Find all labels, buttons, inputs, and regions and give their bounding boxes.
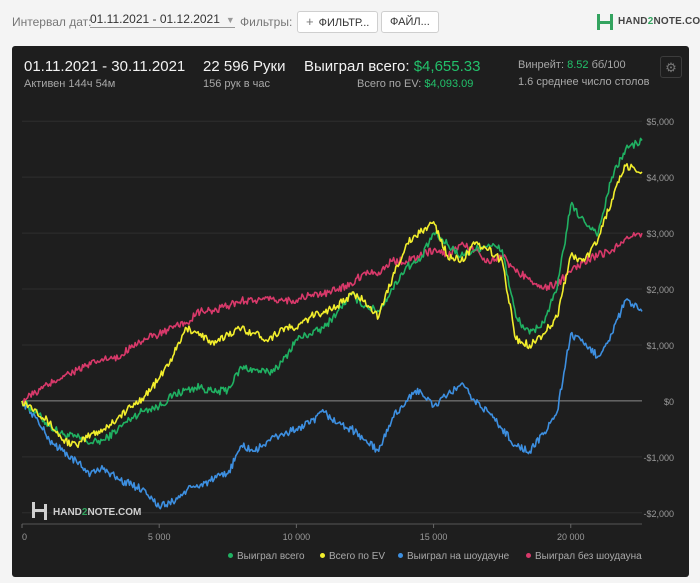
chevron-down-icon: ▼: [225, 15, 235, 25]
profit-chart: $5,000 $4,000 $3,000 $2,000 $1,000 $0 -$1,000 -…: [21, 117, 674, 542]
active-time: Активен 144ч 54м: [24, 78, 116, 90]
winrate-value: 8.52: [567, 59, 589, 71]
gear-icon[interactable]: ⚙: [660, 56, 682, 78]
x-tick-label: 15 000: [420, 532, 448, 542]
file-button-label: ФАЙЛ...: [390, 16, 430, 28]
y-tick-label: $2,000: [646, 285, 674, 295]
x-tick-label: 20 000: [557, 532, 585, 542]
x-tick-label: 5 000: [148, 532, 171, 542]
y-tick-label: $1,000: [646, 341, 674, 351]
y-tick-label: $0: [664, 397, 674, 407]
winrate-label: Винрейт:: [518, 59, 565, 71]
legend-label: Выиграл без шоудауна: [535, 551, 642, 562]
winrate: Винрейт: 8.52 бб/100: [518, 59, 626, 71]
ev-total: Всего по EV: $4,093.09: [357, 78, 473, 90]
hands-per-hour: 156 рук в час: [203, 78, 271, 90]
graph-panel: 01.11.2021 - 30.11.2021 Активен 144ч 54м…: [12, 46, 689, 577]
legend-label: Выиграл всего: [237, 551, 305, 562]
file-button[interactable]: ФАЙЛ...: [381, 11, 439, 33]
legend-label: Выиграл на шоудауне: [407, 551, 510, 562]
legend-dot: [398, 553, 403, 558]
winrate-unit: бб/100: [591, 59, 626, 71]
won-total: Выиграл всего: $4,655.33: [304, 58, 480, 75]
watermark-text: HAND2NOTE.COM: [53, 507, 141, 518]
legend-dot: [320, 553, 325, 558]
filters-label: Фильтры:: [240, 15, 293, 29]
legend-ev[interactable]: Всего по EV: [320, 551, 385, 562]
ev-total-label: Всего по EV:: [357, 78, 422, 90]
y-tick-label: $3,000: [646, 229, 674, 239]
toolbar: Интервал дат: 01.11.2021 - 01.12.2021 ▼ Ф…: [0, 0, 700, 44]
period-value: 01.11.2021 - 30.11.2021: [24, 58, 186, 75]
ev-total-value: $4,093.09: [424, 78, 474, 90]
logo-text: HAND2NOTE.COM: [618, 16, 700, 27]
legend-showdown[interactable]: Выиграл на шоудауне: [398, 551, 509, 562]
series-line-total: [21, 137, 643, 445]
chart-series: [21, 137, 643, 510]
chart-watermark: HAND2NOTE.COM: [32, 502, 141, 520]
legend-total[interactable]: Выиграл всего: [228, 551, 305, 562]
filter-button[interactable]: + ФИЛЬТР...: [297, 11, 379, 33]
series-line-nonshowdown: [21, 232, 643, 405]
date-range-label: Интервал дат:: [12, 15, 92, 29]
watermark-logo-icon: [32, 502, 47, 520]
series-line-showdown: [21, 298, 643, 510]
legend-dot: [526, 553, 531, 558]
series-line-ev: [21, 163, 643, 449]
logo-mark-icon: [597, 14, 613, 30]
y-tick-label: $4,000: [646, 173, 674, 183]
y-tick-label: $5,000: [646, 117, 674, 127]
legend-nonshowdown[interactable]: Выиграл без шоудауна: [526, 551, 642, 562]
y-axis: $5,000 $4,000 $3,000 $2,000 $1,000 $0 -$1,000 -…: [643, 117, 674, 519]
avg-tables: 1.6 среднее число столов: [518, 76, 650, 88]
legend-dot: [228, 553, 233, 558]
x-tick-label: 0: [22, 532, 27, 542]
won-total-label: Выиграл всего:: [304, 58, 410, 75]
x-axis: 0 5 000 10 000 15 000 20 000: [21, 524, 585, 542]
x-tick-label: 10 000: [283, 532, 311, 542]
filter-button-label: ФИЛЬТР...: [318, 17, 370, 29]
y-tick-label: -$1,000: [643, 453, 674, 463]
plus-icon: +: [306, 14, 314, 29]
date-range-select[interactable]: 01.11.2021 - 01.12.2021 ▼: [90, 12, 235, 28]
date-range-value: 01.11.2021 - 01.12.2021: [90, 12, 220, 26]
chart-grid: [22, 120, 642, 525]
legend-label: Всего по EV: [329, 551, 386, 562]
y-tick-label: -$2,000: [643, 509, 674, 519]
hands-count: 22 596 Руки: [203, 58, 286, 75]
won-total-value: $4,655.33: [413, 58, 481, 75]
